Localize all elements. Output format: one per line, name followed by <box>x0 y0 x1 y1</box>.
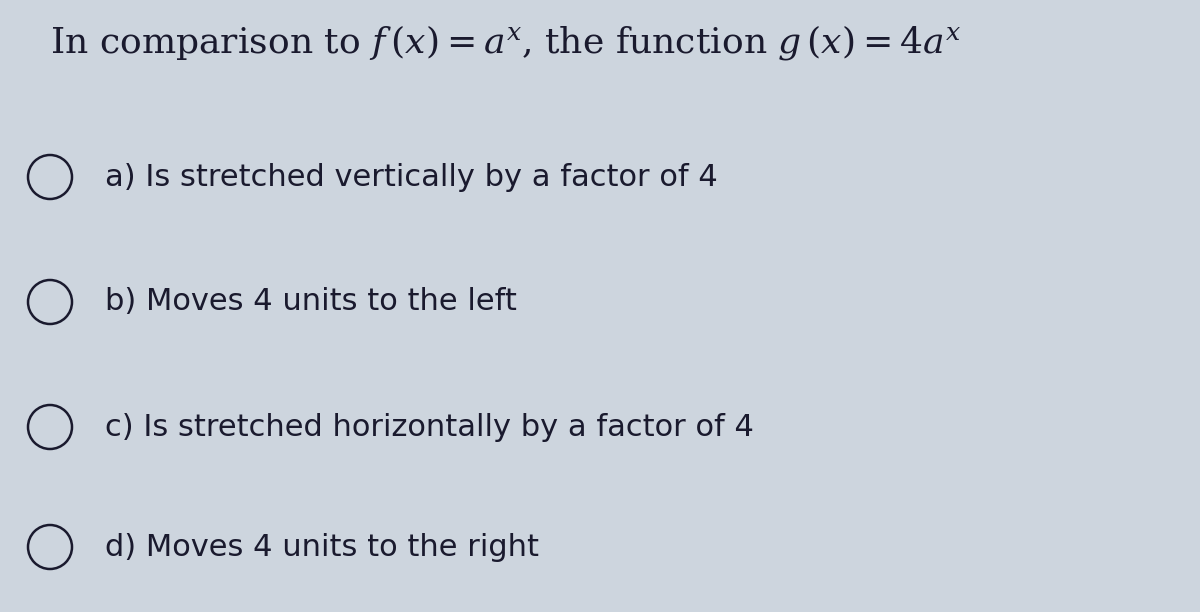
Text: b) Moves 4 units to the left: b) Moves 4 units to the left <box>106 288 517 316</box>
Text: d) Moves 4 units to the right: d) Moves 4 units to the right <box>106 532 539 561</box>
Text: In comparison to $f\,(x) = a^{x}$, the function $g\,(x) = 4a^{x}$: In comparison to $f\,(x) = a^{x}$, the f… <box>50 23 961 61</box>
Text: a) Is stretched vertically by a factor of 4: a) Is stretched vertically by a factor o… <box>106 163 718 192</box>
Text: c) Is stretched horizontally by a factor of 4: c) Is stretched horizontally by a factor… <box>106 412 754 441</box>
